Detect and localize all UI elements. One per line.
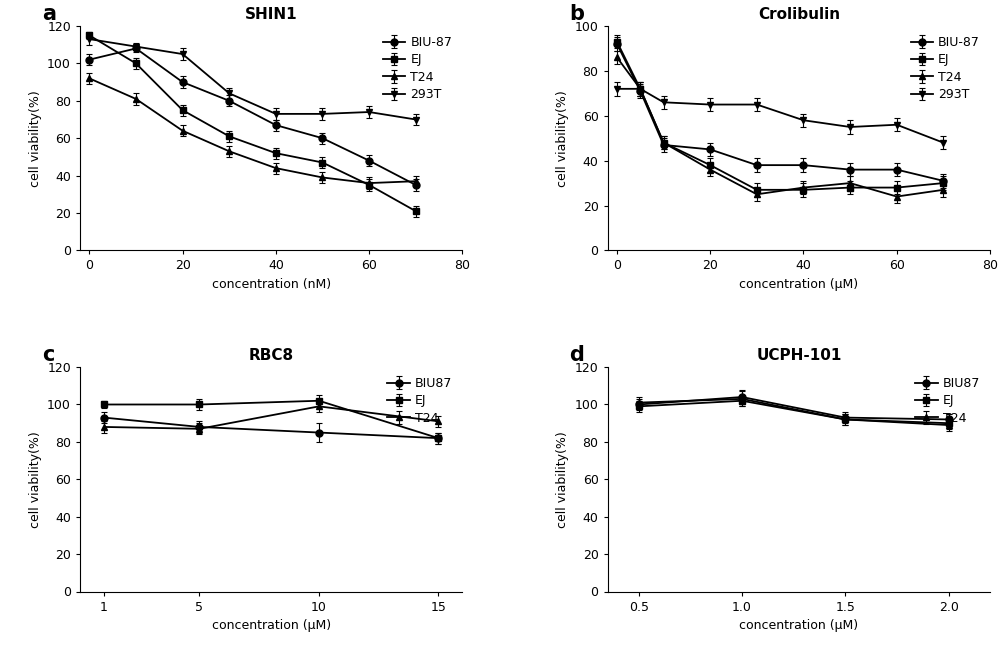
Y-axis label: cell viability(%): cell viability(%) (29, 431, 42, 528)
Legend: BIU87, EJ, T24: BIU87, EJ, T24 (384, 373, 456, 428)
Title: Crolibulin: Crolibulin (758, 7, 840, 22)
X-axis label: concentration (μM): concentration (μM) (739, 278, 858, 291)
Text: d: d (569, 344, 584, 365)
Title: RBC8: RBC8 (249, 348, 294, 363)
X-axis label: concentration (nM): concentration (nM) (212, 278, 331, 291)
Legend: BIU-87, EJ, T24, 293T: BIU-87, EJ, T24, 293T (379, 32, 456, 105)
Title: UCPH-101: UCPH-101 (756, 348, 842, 363)
Text: b: b (569, 3, 584, 23)
X-axis label: concentration (μM): concentration (μM) (212, 619, 331, 632)
Title: SHIN1: SHIN1 (245, 7, 297, 22)
X-axis label: concentration (μM): concentration (μM) (739, 619, 858, 632)
Text: c: c (42, 344, 54, 365)
Legend: BIU-87, EJ, T24, 293T: BIU-87, EJ, T24, 293T (907, 32, 984, 105)
Y-axis label: cell viability(%): cell viability(%) (29, 90, 42, 187)
Y-axis label: cell viability(%): cell viability(%) (556, 431, 569, 528)
Legend: BIU87, EJ, T24: BIU87, EJ, T24 (911, 373, 984, 428)
Y-axis label: cell viability(%): cell viability(%) (556, 90, 569, 187)
Text: a: a (42, 3, 56, 23)
